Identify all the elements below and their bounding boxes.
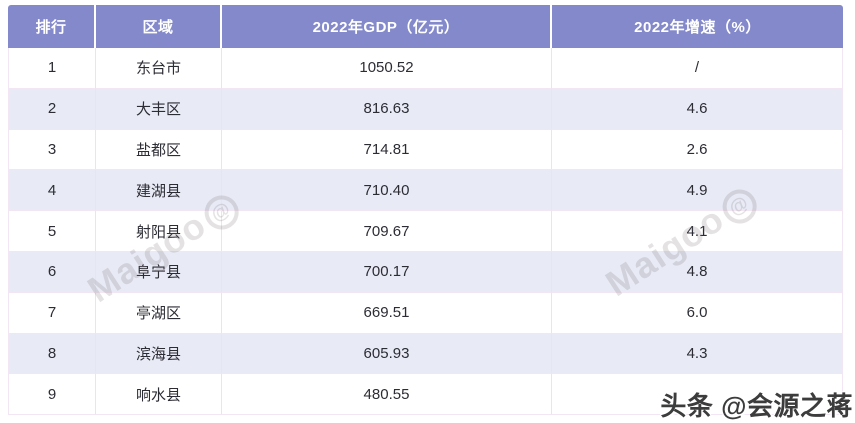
table-row: 3 盐都区 714.81 2.6 [8,129,843,171]
region-cell: 盐都区 [96,129,222,171]
column-header-region: 区域 [96,5,222,48]
table-row: 5 射阳县 709.67 4.1 [8,211,843,252]
growth-cell: 4.1 [552,211,843,252]
table-header: 排行 区域 2022年GDP（亿元） 2022年增速（%） [8,5,843,48]
gdp-cell: 605.93 [222,333,552,375]
header-row: 排行 区域 2022年GDP（亿元） 2022年增速（%） [8,5,843,48]
growth-cell: 4.3 [552,333,843,375]
rank-cell: 9 [8,374,96,416]
column-header-rank: 排行 [8,5,96,48]
gdp-cell: 480.55 [222,374,552,416]
rank-cell: 7 [8,292,96,334]
byline-watermark: 头条 @会源之蒋 [660,391,853,421]
region-cell: 阜宁县 [96,251,222,293]
region-cell: 滨海县 [96,333,222,375]
gdp-cell: 1050.52 [222,48,552,89]
rank-cell: 5 [8,211,96,252]
growth-cell: 6.0 [552,292,843,334]
rank-cell: 2 [8,88,96,130]
table-row: 7 亭湖区 669.51 6.0 [8,292,843,334]
table-row: 8 滨海县 605.93 4.3 [8,333,843,375]
growth-cell: 4.8 [552,251,843,293]
gdp-cell: 710.40 [222,170,552,212]
growth-cell [552,374,843,416]
rank-cell: 4 [8,170,96,212]
growth-cell: 4.9 [552,170,843,212]
gdp-cell: 669.51 [222,292,552,334]
region-cell: 亭湖区 [96,292,222,334]
gdp-cell: 709.67 [222,211,552,252]
region-cell: 响水县 [96,374,222,416]
region-cell: 大丰区 [96,88,222,130]
table-row: 9 响水县 480.55 [8,374,843,416]
table-row: 4 建湖县 710.40 4.9 [8,170,843,212]
table-row: 1 东台市 1050.52 / [8,48,843,89]
growth-cell: / [552,48,843,89]
gdp-cell: 700.17 [222,251,552,293]
growth-cell: 4.6 [552,88,843,130]
column-header-growth: 2022年增速（%） [552,5,843,48]
gdp-ranking-table: 排行 区域 2022年GDP（亿元） 2022年增速（%） 1 东台市 1050… [8,5,843,416]
region-cell: 建湖县 [96,170,222,212]
column-header-gdp: 2022年GDP（亿元） [222,5,552,48]
gdp-cell: 816.63 [222,88,552,130]
rank-cell: 3 [8,129,96,171]
rank-cell: 8 [8,333,96,375]
table-row: 6 阜宁县 700.17 4.8 [8,251,843,293]
table-row: 2 大丰区 816.63 4.6 [8,88,843,130]
growth-cell: 2.6 [552,129,843,171]
region-cell: 东台市 [96,48,222,89]
gdp-cell: 714.81 [222,129,552,171]
rank-cell: 1 [8,48,96,89]
rank-cell: 6 [8,251,96,293]
region-cell: 射阳县 [96,211,222,252]
table-body: 1 东台市 1050.52 / 2 大丰区 816.63 4.6 3 盐都区 7… [8,48,843,416]
